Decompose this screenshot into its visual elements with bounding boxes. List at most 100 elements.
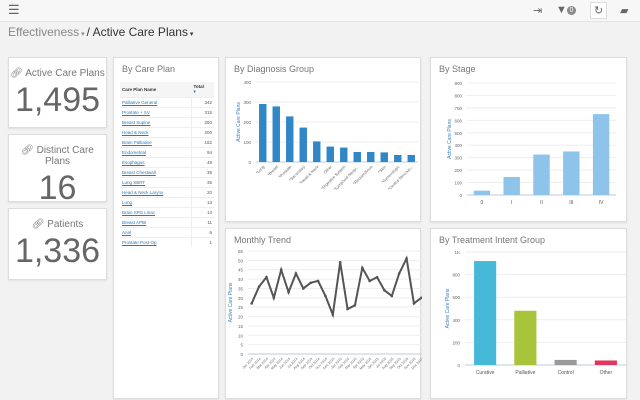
- bar: [313, 141, 321, 162]
- x-tick-label: Control: [558, 370, 574, 376]
- table-row: Breast Chestwall 35: [120, 167, 214, 178]
- camera-icon[interactable]: ▰: [620, 5, 629, 17]
- care-plan-total: 1: [190, 237, 214, 247]
- care-plan-link[interactable]: Endometrial: [122, 150, 147, 155]
- y-tick-label: 35: [238, 286, 244, 291]
- card-title: By Care Plan: [122, 64, 176, 74]
- x-tick-label: I: [511, 200, 512, 206]
- table-row: Esophagus 48: [120, 157, 214, 168]
- x-tick-label: *Lung: [255, 164, 266, 175]
- y-tick-label: 50: [238, 258, 244, 263]
- bar: [563, 151, 580, 195]
- bar: [473, 190, 491, 195]
- breadcrumb-parent[interactable]: Effectiveness: [8, 25, 80, 39]
- bar: [503, 176, 520, 195]
- col-care-plan-name[interactable]: Care Plan Name: [120, 82, 192, 98]
- y-tick-label: 100: [454, 181, 462, 186]
- data-point: [412, 302, 416, 305]
- care-plan-link[interactable]: Esophagus: [122, 160, 145, 165]
- care-plan-link[interactable]: Breast Supine: [122, 120, 151, 125]
- data-point: [279, 268, 283, 272]
- bar: [394, 155, 402, 162]
- y-tick-label: 600: [454, 118, 462, 123]
- bar: [533, 154, 550, 195]
- breadcrumb: Effectiveness ▾ / Active Care Plans ▾: [8, 25, 194, 39]
- y-tick-label: 40: [238, 277, 244, 282]
- export-icon[interactable]: ⇥: [533, 5, 543, 17]
- care-plan-link[interactable]: Breast APBI: [122, 220, 147, 225]
- care-plan-total: 13: [190, 207, 214, 218]
- sort-desc-icon[interactable]: ▾: [193, 89, 196, 94]
- data-point: [272, 296, 276, 300]
- treatment-intent-card: By Treatment Intent Group 0 200 400 600 800 1…: [430, 228, 627, 399]
- data-point: [324, 294, 327, 298]
- table-row: Brain SRS Linac 13: [120, 207, 214, 218]
- data-point: [316, 279, 320, 283]
- care-plan-total: 35: [190, 177, 214, 188]
- table-row: Lung SBRT 35: [120, 177, 214, 188]
- kpi-patients[interactable]: 🔗︎ Patients 1,336: [8, 208, 107, 280]
- care-plan-link[interactable]: Lung: [122, 200, 133, 205]
- care-plan-link[interactable]: Palliative General: [122, 100, 158, 105]
- data-point: [420, 296, 422, 300]
- bar: [272, 106, 280, 162]
- table-row: Head & Neck 200: [120, 127, 214, 138]
- table-row: Breast Supine 260: [120, 117, 214, 128]
- x-tick-label: Dec 2015: [411, 357, 422, 370]
- y-tick-label: 55: [238, 249, 244, 254]
- care-plan-total: 35: [190, 167, 214, 178]
- care-plan-total: 20: [190, 187, 214, 198]
- bar: [340, 147, 348, 162]
- kpi-label: Active Care Plans: [25, 68, 105, 79]
- table-row: Lung 13: [120, 197, 214, 208]
- y-tick-label: 25: [238, 305, 244, 310]
- kpi-distinct-care-plans[interactable]: 🔗︎ Distinct Care Plans 16: [8, 134, 107, 207]
- care-plan-total: 94: [190, 147, 214, 158]
- breadcrumb-current[interactable]: Active Care Plans: [92, 25, 188, 39]
- table-row: Head & Neck Larynx 20: [120, 187, 214, 198]
- care-plan-link[interactable]: Brain SRS Linac: [122, 210, 156, 215]
- col-total[interactable]: Total ▾: [191, 82, 214, 98]
- y-axis-label: Active Care Plans: [445, 288, 451, 328]
- care-plan-link[interactable]: Prostate Post-Op: [122, 240, 157, 245]
- kpi-label: Patients: [47, 219, 84, 230]
- hamburger-icon[interactable]: ☰: [8, 2, 20, 17]
- bar: [407, 155, 415, 162]
- y-tick-label: 20: [238, 315, 244, 320]
- bar: [259, 104, 267, 162]
- table-row: Prostate Post-Op 1: [120, 237, 214, 247]
- care-plan-total: 162: [190, 137, 214, 148]
- refresh-icon[interactable]: ↻: [590, 2, 608, 19]
- y-tick-label: 200: [452, 340, 460, 345]
- y-tick-label: 300: [243, 100, 251, 105]
- y-tick-label: 0: [459, 193, 462, 198]
- card-title: By Diagnosis Group: [234, 64, 315, 74]
- kpi-value: 1,336: [14, 232, 101, 270]
- care-plan-link[interactable]: Breast Chestwall: [122, 170, 156, 175]
- kpi-active-care-plans[interactable]: 🔗︎ Active Care Plans 1,495: [8, 57, 107, 128]
- data-point: [257, 285, 261, 288]
- bar: [353, 152, 361, 162]
- x-tick-label: *Central Nervous...: [387, 164, 414, 191]
- x-tick-label: *Skin: [377, 164, 387, 174]
- y-tick-label: 5: [240, 343, 243, 348]
- care-plan-link[interactable]: Prostate + SV: [122, 110, 150, 115]
- data-point: [294, 272, 298, 275]
- care-plan-total: 315: [190, 107, 214, 118]
- data-point: [250, 302, 253, 305]
- link-icon: 🔗︎: [10, 68, 26, 79]
- diagnosis-group-card: By Diagnosis Group 0 100 200 300 400 Active C…: [225, 57, 421, 222]
- bar: [514, 310, 537, 365]
- care-plan-link[interactable]: Brain Palliative: [122, 140, 152, 145]
- bar: [326, 146, 334, 162]
- filter-icon[interactable]: ▼: [556, 4, 567, 16]
- x-tick-label: Other: [322, 164, 333, 175]
- y-axis-label: Active Care Plans: [236, 102, 242, 142]
- care-plan-link[interactable]: Anal: [122, 230, 132, 235]
- data-point: [361, 266, 364, 270]
- care-plan-link[interactable]: Head & Neck: [122, 130, 149, 135]
- card-title: By Treatment Intent Group: [439, 235, 546, 245]
- care-plan-link[interactable]: Lung SBRT: [122, 180, 146, 185]
- bar: [474, 261, 497, 365]
- care-plan-link[interactable]: Head & Neck Larynx: [122, 190, 164, 195]
